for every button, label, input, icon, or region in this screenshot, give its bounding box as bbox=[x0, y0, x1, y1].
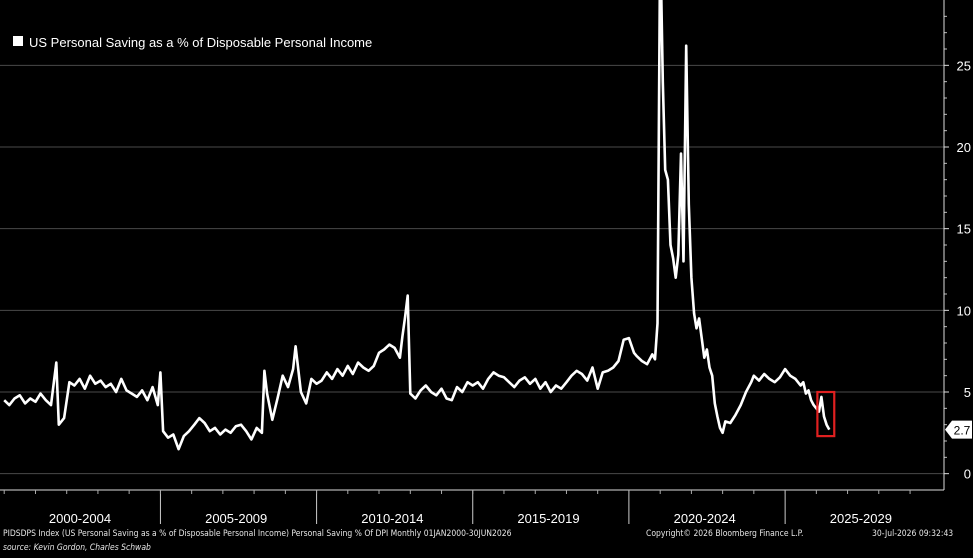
highlight bbox=[816, 390, 836, 438]
legend-swatch bbox=[13, 36, 23, 46]
y-tick-label-25: 25 bbox=[957, 58, 971, 73]
copyright: Copyright© 2026 Bloomberg Finance L.P. bbox=[646, 529, 804, 539]
grid-lines bbox=[0, 64, 944, 475]
source-note: source: Kevin Gordon, Charles Schwab bbox=[3, 543, 151, 553]
x-tick-label-2020-2024: 2020-2024 bbox=[674, 511, 736, 526]
last-value-label: 2.7 bbox=[954, 424, 971, 438]
x-tick-label-2000-2004: 2000-2004 bbox=[49, 511, 111, 526]
timestamp: 30-Jul-2026 09:32:43 bbox=[872, 529, 954, 539]
y-tick-label-0: 0 bbox=[964, 467, 971, 482]
highlight-box bbox=[816, 390, 836, 438]
x-tick-label-2025-2029: 2025-2029 bbox=[830, 511, 892, 526]
series-line bbox=[3, 0, 831, 451]
last-value-badge bbox=[945, 420, 972, 439]
y-tick-label-20: 20 bbox=[957, 140, 971, 155]
x-tick-label-2010-2014: 2010-2014 bbox=[361, 511, 423, 526]
legend-background bbox=[5, 30, 401, 56]
axes: 0 5 10 15 20 25 2000-2004 2005-2009 2010-2014 201… bbox=[0, 0, 971, 526]
y-tick-label-10: 10 bbox=[957, 303, 971, 318]
legend-label: US Personal Saving as a % of Disposable … bbox=[29, 35, 372, 50]
index-description: PIDSDPS Index (US Personal Saving as a %… bbox=[3, 529, 512, 539]
legend: US Personal Saving as a % of Disposable … bbox=[5, 30, 401, 56]
value-labels: 2.7 bbox=[945, 420, 972, 439]
x-tick-label-2015-2019: 2015-2019 bbox=[517, 511, 579, 526]
x-tick-label-2005-2009: 2005-2009 bbox=[205, 511, 267, 526]
series bbox=[3, 0, 831, 451]
line-chart: 0 5 10 15 20 25 2000-2004 2005-2009 2010-2014 201… bbox=[0, 0, 972, 526]
y-tick-label-5: 5 bbox=[964, 385, 971, 400]
y-tick-label-15: 15 bbox=[957, 222, 971, 237]
